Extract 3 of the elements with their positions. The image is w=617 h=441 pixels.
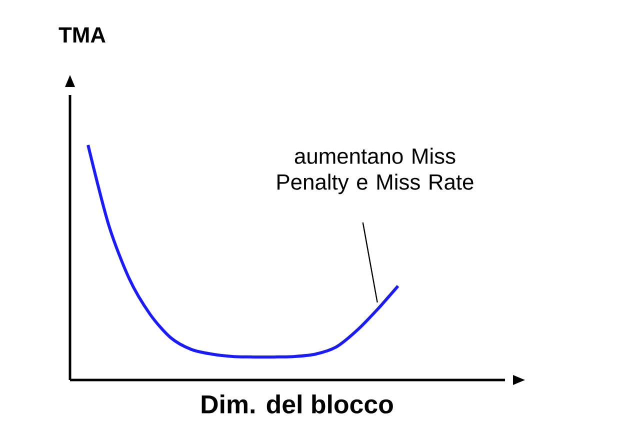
chart-title: TMA xyxy=(58,27,106,42)
annotation: aumentano Miss Penalty e Miss Rate xyxy=(278,148,474,194)
x-axis-title: Dim. del blocco xyxy=(202,394,393,414)
